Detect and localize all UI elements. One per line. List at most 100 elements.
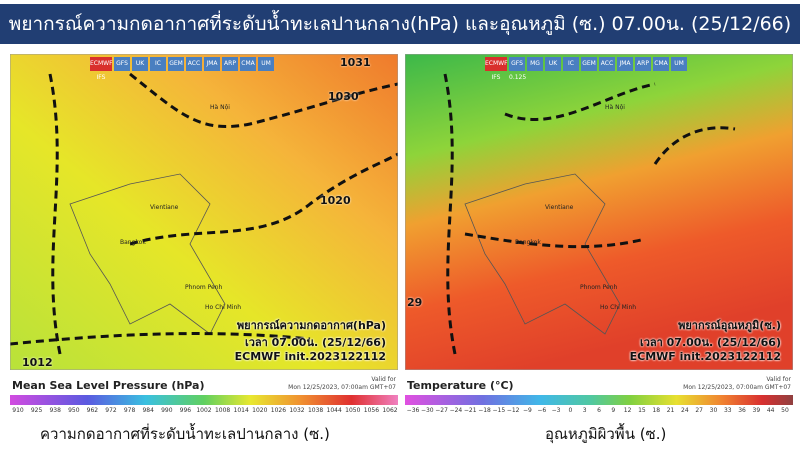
place-label: Hà Nội (605, 104, 625, 111)
scale-label: 1056 (363, 407, 380, 414)
scale-label: 6 (597, 407, 601, 414)
toolbar-tab[interactable]: GEM (168, 57, 184, 71)
pressure-colorbar (10, 395, 398, 405)
scale-label: 33 (723, 407, 732, 414)
place-label: Phnom Penh (185, 284, 223, 291)
place-label: Bangkok (515, 239, 541, 246)
scale-label: −36 (406, 407, 420, 414)
temperature-map (405, 54, 793, 370)
toolbar-tab[interactable]: JMA (204, 57, 220, 71)
valid-time: Mon 12/25/2023, 07:00am GMT+07 (288, 384, 396, 391)
place-label: Ho Chi Minh (205, 304, 242, 311)
scale-label: 1062 (382, 407, 398, 414)
scale-label: 996 (179, 407, 192, 414)
caption: ความกดอากาศที่ระดับน้ำทะเลปานกลาง (ซ.) (40, 425, 330, 443)
toolbar-tab[interactable]: MG (527, 57, 543, 71)
scale-label: 1014 (233, 407, 249, 414)
toolbar-tab[interactable]: ECMWF IFS (485, 57, 508, 81)
valid-time: Mon 12/25/2023, 07:00am GMT+07 (683, 384, 791, 391)
scale-label: −21 (463, 407, 477, 414)
pressure-panel: ECMWF IFS GFS UK IC GEM ACC JMA ARP CMA UM Hà Nội V… (10, 54, 398, 444)
scale-label: −30 (420, 407, 434, 414)
temperature-panel: ECMWF IFS GFS 0.125 MG UK IC GEM ACC JMA ARP CMA U… (405, 54, 793, 444)
scale-label: 990 (161, 407, 173, 414)
scale-label: −9 (523, 407, 532, 414)
scale-label: 1002 (196, 407, 212, 414)
contour-label: 1031 (340, 56, 371, 69)
temperature-colorbar (405, 395, 793, 405)
toolbar-tab[interactable]: IC (563, 57, 579, 71)
scale-label: −6 (537, 407, 547, 414)
toolbar-tab[interactable]: UM (258, 57, 274, 71)
scale-label: 925 (30, 407, 43, 414)
toolbar-tab[interactable]: UK (545, 57, 561, 71)
valid-time: Valid for (766, 376, 791, 383)
scale-label: −3 (551, 407, 561, 414)
toolbar-tab[interactable]: ARP (635, 57, 651, 71)
scale-label: 24 (681, 407, 689, 414)
scale-label: 1026 (270, 407, 287, 414)
scale-label: −27 (435, 407, 448, 414)
toolbar-tab[interactable]: ECMWF IFS (90, 57, 113, 81)
scale-label: 950 (68, 407, 80, 414)
scale-label: 39 (752, 407, 761, 414)
toolbar-tab[interactable]: ACC (599, 57, 615, 71)
scale-label: −12 (506, 407, 520, 414)
scale-label: 910 (12, 407, 24, 414)
toolbar-tab[interactable]: GFS (114, 57, 130, 71)
scale-label: 50 (781, 407, 789, 414)
toolbar-tab[interactable]: UK (132, 57, 148, 71)
map-overlay-text: พยากรณ์อุณหภูมิ(ซ.) (678, 319, 781, 332)
scale-label: 962 (86, 407, 99, 414)
place-label: Phnom Penh (580, 284, 618, 291)
map-overlay-text: เวลา 07.00น. (25/12/66) (639, 336, 781, 349)
toolbar-tab[interactable]: CMA (240, 57, 256, 71)
toolbar-tab[interactable]: IC (150, 57, 166, 71)
place-label: Hà Nội (210, 104, 230, 111)
map-overlay-text: พยากรณ์ความกดอากาศ(hPa) (236, 319, 386, 332)
scale-label: 1050 (345, 407, 361, 414)
toolbar-tab[interactable]: CMA (653, 57, 669, 71)
place-label: Bangkok (120, 239, 146, 246)
toolbar-tab[interactable]: GFS 0.125 (509, 57, 526, 81)
contour-label: 1012 (22, 356, 53, 369)
pressure-map (10, 54, 398, 370)
map-overlay-text: ECMWF init.2023122112 (629, 350, 781, 363)
scale-label: 21 (666, 407, 675, 414)
scale-label: 972 (105, 407, 117, 414)
legend-title: Mean Sea Level Pressure (hPa) (12, 379, 205, 392)
scale-label: 9 (611, 407, 616, 414)
scale-label: 1032 (289, 407, 305, 414)
scale-label: 938 (49, 407, 61, 414)
place-label: Vientiane (545, 204, 574, 211)
contour-label: 29 (407, 296, 423, 309)
caption: อุณหภูมิผิวพื้น (ซ.) (545, 425, 667, 443)
scale-label: 3 (582, 407, 587, 414)
map-overlay-text: เวลา 07.00น. (25/12/66) (244, 336, 386, 349)
scale-label: 0 (568, 407, 573, 414)
title-bar: พยากรณ์ความกดอากาศที่ระดับน้ำทะเลปานกลาง… (0, 4, 800, 44)
scale-label: 18 (652, 407, 661, 414)
place-label: Vientiane (150, 204, 179, 211)
scale-label: 30 (709, 407, 718, 414)
scale-label: 978 (123, 407, 136, 414)
scale-label: −24 (449, 407, 463, 414)
contour-label: 1020 (320, 194, 351, 207)
toolbar-tab[interactable]: GEM (581, 57, 597, 71)
scale-label: −18 (478, 407, 491, 414)
scale-label: −15 (492, 407, 506, 414)
toolbar-tab[interactable]: ACC (186, 57, 202, 71)
toolbar-tab[interactable]: ARP (222, 57, 238, 71)
contour-label: 1030 (328, 90, 359, 103)
scale-label: 1044 (326, 407, 342, 414)
toolbar-tab[interactable]: UM (671, 57, 687, 71)
valid-time: Valid for (371, 376, 396, 383)
scale-label: 36 (738, 407, 746, 414)
scale-label: 1008 (214, 407, 231, 414)
scale-label: 27 (695, 407, 703, 414)
place-label: Ho Chi Minh (600, 304, 637, 311)
legend-title: Temperature (°C) (407, 379, 514, 392)
scale-label: 1038 (307, 407, 324, 414)
toolbar-tab[interactable]: JMA (617, 57, 633, 71)
